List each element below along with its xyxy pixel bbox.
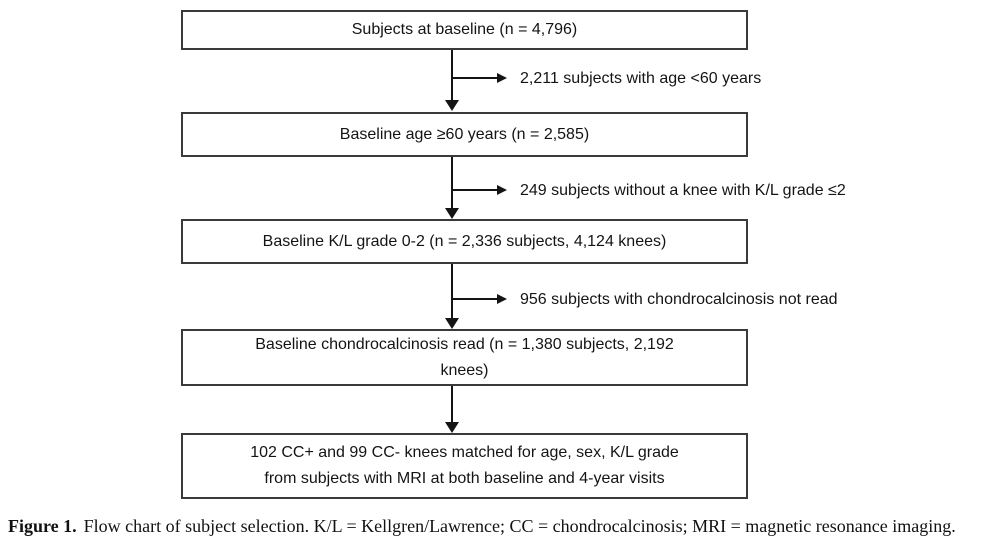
arrow-right-icon bbox=[497, 73, 507, 83]
flow-box-age-60: Baseline age ≥60 years (n = 2,585) bbox=[181, 112, 748, 157]
exclusion-label-cc-not-read: 956 subjects with chondrocalcinosis not … bbox=[520, 291, 838, 308]
arrow-right-icon bbox=[497, 294, 507, 304]
branch-line-1 bbox=[452, 77, 497, 79]
branch-line-3 bbox=[452, 298, 497, 300]
arrow-down-icon bbox=[445, 100, 459, 111]
exclusion-label-kl-grade: 249 subjects without a knee with K/L gra… bbox=[520, 182, 846, 199]
flow-box-text: Baseline chondrocalcinosis read (n = 1,3… bbox=[255, 335, 674, 353]
figure-caption-text: Flow chart of subject selection. K/L = K… bbox=[83, 516, 956, 536]
flow-box-subjects-baseline: Subjects at baseline (n = 4,796) bbox=[181, 10, 748, 50]
flow-box-text: knees) bbox=[440, 361, 489, 379]
flow-box-text: Subjects at baseline (n = 4,796) bbox=[351, 21, 578, 38]
arrow-down-icon bbox=[445, 208, 459, 219]
figure-caption: Figure 1. Flow chart of subject selection… bbox=[8, 514, 994, 538]
flow-box-text: Baseline age ≥60 years (n = 2,585) bbox=[339, 125, 590, 143]
arrow-down-icon bbox=[445, 318, 459, 329]
connector-line-4 bbox=[451, 386, 453, 422]
arrow-right-icon bbox=[497, 185, 507, 195]
flow-box-text: 102 CC+ and 99 CC- knees matched for age… bbox=[250, 444, 679, 461]
flow-box-cc-read: Baseline chondrocalcinosis read (n = 1,3… bbox=[181, 329, 748, 386]
flow-box-text: Baseline K/L grade 0-2 (n = 2,336 subjec… bbox=[262, 232, 667, 250]
figure-caption-label: Figure 1. bbox=[8, 516, 77, 536]
flow-box-kl-grade: Baseline K/L grade 0-2 (n = 2,336 subjec… bbox=[181, 219, 748, 264]
flow-box-text: from subjects with MRI at both baseline … bbox=[264, 470, 665, 487]
connector-line-2 bbox=[451, 157, 453, 208]
connector-line-1 bbox=[451, 50, 453, 101]
flow-box-matched-knees: 102 CC+ and 99 CC- knees matched for age… bbox=[181, 433, 748, 499]
connector-line-3 bbox=[451, 264, 453, 318]
arrow-down-icon bbox=[445, 422, 459, 433]
branch-line-2 bbox=[452, 189, 497, 191]
exclusion-label-age: 2,211 subjects with age <60 years bbox=[520, 70, 762, 87]
